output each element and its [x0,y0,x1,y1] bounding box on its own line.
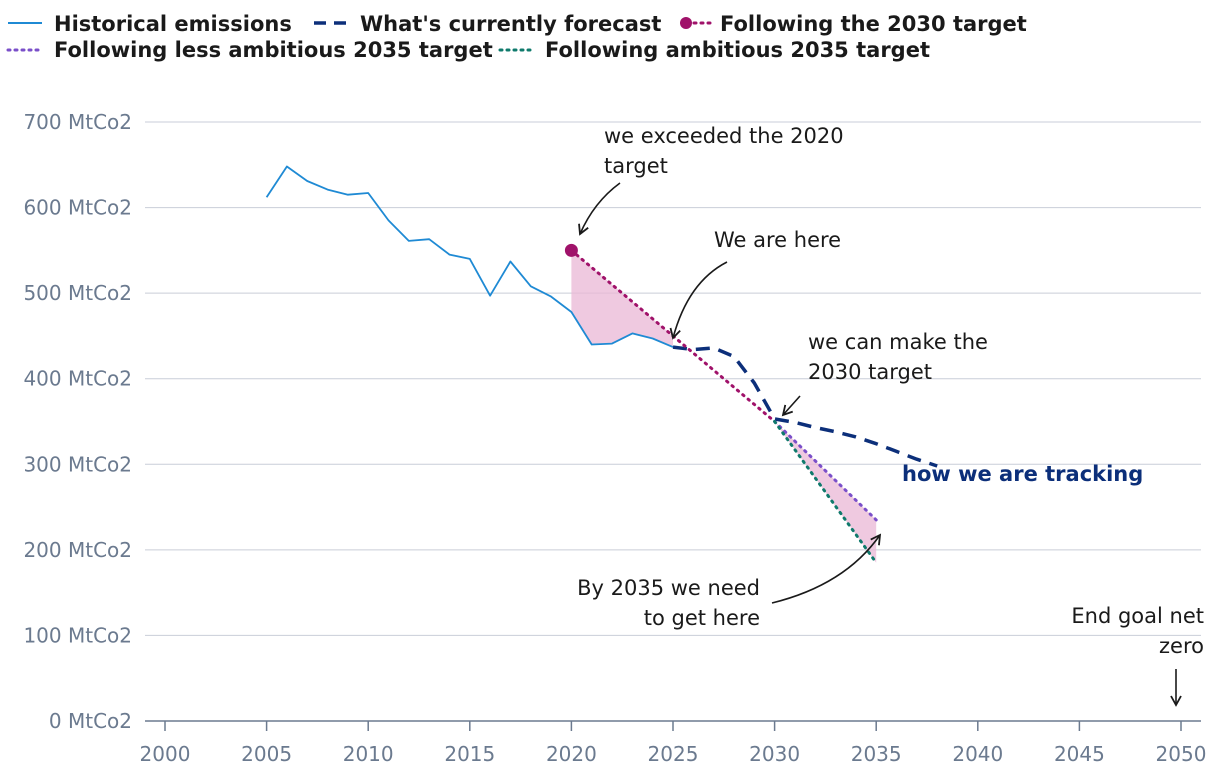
x-tick-label: 2010 [343,742,394,766]
legend-label: Following less ambitious 2035 target [54,38,493,62]
annotation-text: End goal net zero [1071,604,1204,658]
legend-label: Historical emissions [54,12,292,36]
y-tick-label: 600 MtCo2 [23,196,132,220]
x-tick-label: 2020 [546,742,597,766]
series-line [773,420,878,565]
legend: Historical emissions What's currently fo… [6,12,1027,62]
legend-label: What's currently forecast [360,12,661,36]
x-tick-label: 2050 [1156,742,1207,766]
x-tick-label: 2030 [749,742,800,766]
legend-label: Following the 2030 target [720,12,1027,36]
series-line [265,165,674,348]
y-axis: 0 MtCo2 100 MtCo2 200 MtCo2 300 MtCo2 400 Mt… [23,110,132,733]
y-tick-label: 400 MtCo2 [23,367,132,391]
y-tick-label: 300 MtCo2 [23,452,132,476]
shaded-regions [571,250,877,563]
annotation-text: We are here [714,228,841,252]
y-tick-label: 700 MtCo2 [23,110,132,134]
legend-item-forecast: What's currently forecast [314,12,661,36]
annotation-arrow [578,182,621,236]
series-line [672,345,938,468]
x-tick-label: 2025 [648,742,699,766]
x-tick-label: 2035 [851,742,902,766]
series-line [773,420,878,522]
y-tick-label: 100 MtCo2 [23,623,132,647]
annotation-text: how we are tracking [902,462,1143,486]
grid [145,121,1201,636]
annotation-text: we exceeded the 2020 target [604,124,844,178]
x-tick-label: 2015 [444,742,495,766]
annotation-arrow [669,261,728,340]
x-tick-label: 2045 [1054,742,1105,766]
x-axis: 2000 2005 2010 2015 2020 2025 2030 2035 2040 2045… [140,720,1207,766]
series-start-marker [564,243,578,257]
annotation-text: we can make the 2030 target [808,330,988,384]
legend-label: Following ambitious 2035 target [545,38,930,62]
y-tick-label: 500 MtCo2 [23,281,132,305]
shaded-region [571,250,673,348]
x-tick-label: 2040 [952,742,1003,766]
x-tick-label: 2005 [241,742,292,766]
annotation-arrow [771,533,882,604]
annotation-arrow [781,395,801,417]
x-tick-label: 2000 [140,742,191,766]
legend-item-less-ambitious-2035: Following less ambitious 2035 target [6,38,493,62]
annotations: we exceeded the 2020 target We are here we … [577,124,1204,707]
y-tick-label: 0 MtCo2 [49,709,132,733]
legend-item-ambitious-2035: Following ambitious 2035 target [498,38,930,62]
y-tick-label: 200 MtCo2 [23,538,132,562]
legend-item-2030-target: Following the 2030 target [680,12,1027,36]
annotation-text: By 2035 we need to get here [577,576,760,630]
legend-item-historical: Historical emissions [8,12,292,36]
